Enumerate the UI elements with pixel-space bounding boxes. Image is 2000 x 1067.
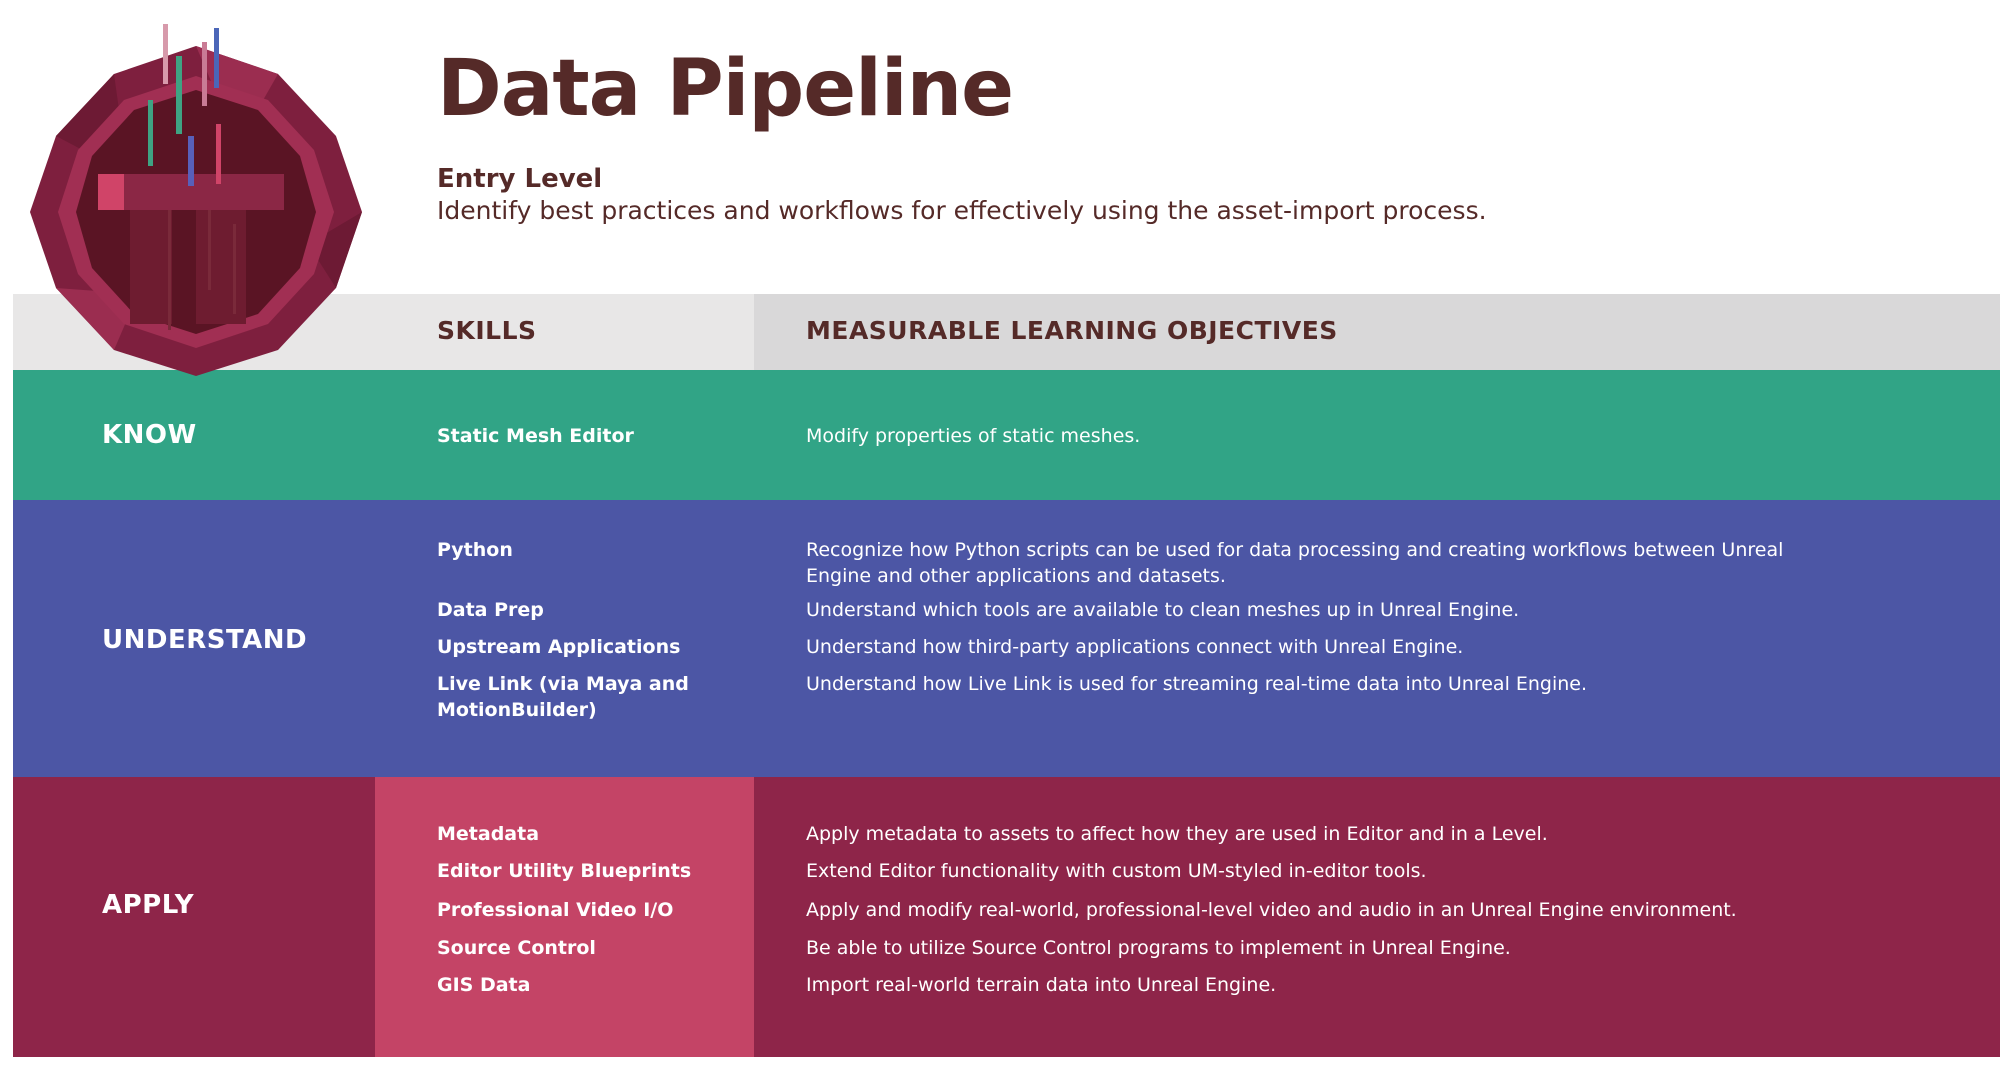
table-header-objectives-bg bbox=[754, 294, 2000, 370]
objective-upstream-applications: Understand how third-party applications … bbox=[806, 636, 1464, 658]
know-label: KNOW bbox=[102, 420, 197, 450]
objective-live-link: Understand how Live Link is used for str… bbox=[806, 673, 1588, 695]
course-description: Identify best practices and workflows fo… bbox=[437, 196, 1487, 225]
skill-editor-utility-blueprints: Editor Utility Blueprints bbox=[437, 860, 692, 882]
course-level: Entry Level bbox=[437, 164, 603, 194]
objective-professional-video-io: Apply and modify real-world, professiona… bbox=[806, 899, 1737, 921]
apply-band bbox=[13, 777, 2000, 1057]
understand-band bbox=[13, 500, 2000, 777]
apply-label: APPLY bbox=[102, 890, 195, 920]
objective-editor-utility-blueprints: Extend Editor functionality with custom … bbox=[806, 860, 1427, 882]
objective-gis-data: Import real-world terrain data into Unre… bbox=[806, 974, 1277, 996]
skill-live-link: Live Link (via Maya and MotionBuilder) bbox=[437, 673, 689, 721]
objectives-column-heading: MEASURABLE LEARNING OBJECTIVES bbox=[806, 316, 1338, 345]
know-band bbox=[13, 370, 2000, 500]
skill-data-prep: Data Prep bbox=[437, 599, 544, 621]
skill-upstream-applications: Upstream Applications bbox=[437, 636, 681, 658]
objective-source-control: Be able to utilize Source Control progra… bbox=[806, 937, 1511, 959]
apply-skills-column bbox=[375, 777, 754, 1057]
skill-metadata: Metadata bbox=[437, 823, 540, 845]
objective-python: Recognize how Python scripts can be used… bbox=[806, 539, 1784, 587]
skill-gis-data: GIS Data bbox=[437, 974, 531, 996]
data-pipeline-badge-icon bbox=[30, 24, 362, 376]
page-title: Data Pipeline bbox=[437, 44, 1014, 134]
objective-data-prep: Understand which tools are available to … bbox=[806, 599, 1520, 621]
skill-python: Python bbox=[437, 539, 513, 561]
objective-static-mesh-editor: Modify properties of static meshes. bbox=[806, 425, 1141, 447]
skill-professional-video-io: Professional Video I/O bbox=[437, 899, 674, 921]
skill-source-control: Source Control bbox=[437, 937, 596, 959]
skill-static-mesh-editor: Static Mesh Editor bbox=[437, 425, 634, 447]
skills-column-heading: SKILLS bbox=[437, 316, 537, 345]
understand-label: UNDERSTAND bbox=[102, 625, 308, 655]
objective-metadata: Apply metadata to assets to affect how t… bbox=[806, 823, 1548, 845]
